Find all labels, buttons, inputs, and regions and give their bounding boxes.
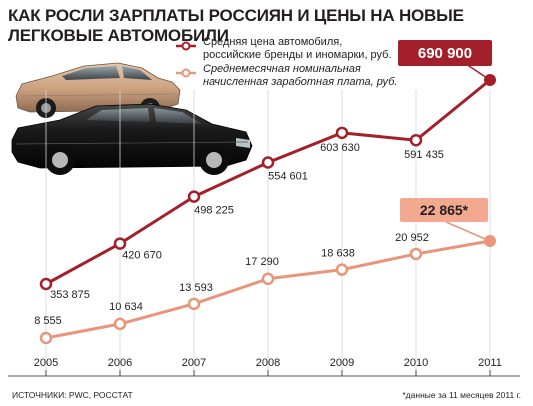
wage-point-2006 <box>113 317 127 331</box>
car-price-data-label-2005: 353 875 <box>50 289 90 301</box>
car-price-point-2007 <box>187 190 201 203</box>
car-price-data-label-2009: 603 630 <box>320 142 360 154</box>
car-price-point-2010 <box>409 133 423 147</box>
legend-wage-label-1: Среднемесячная номинальная <box>203 63 361 75</box>
black-car-illustration <box>11 103 253 175</box>
wage-data-label-2011: 22 865* <box>420 202 469 218</box>
source-note: ИСТОЧНИКИ: PWC, РОССТАТ <box>12 390 133 400</box>
wage-badge-leader <box>445 221 491 242</box>
wage-point-2010 <box>409 247 423 261</box>
car-price-data-label-2007: 498 225 <box>194 205 234 217</box>
car-price-data-label-2011: 690 900 <box>418 45 472 62</box>
footnote: *данные за 11 месяцев 2011 г. <box>402 390 521 400</box>
wage-data-label-2009: 18 638 <box>321 248 355 260</box>
car-price-data-label-2010: 591 435 <box>404 149 444 161</box>
wage-badge-box <box>400 198 488 222</box>
year-label-2008: 2008 <box>256 357 280 369</box>
year-label-2010: 2010 <box>404 357 428 369</box>
wage-point-2005 <box>39 331 53 345</box>
wage-series: 8 555 10 634 13 593 17 290 18 638 20 952 <box>34 232 496 345</box>
car-badge-box <box>398 40 492 66</box>
year-label-2007: 2007 <box>182 357 206 369</box>
legend-car-label-2: российские бренды и иномарки, руб. <box>203 49 392 61</box>
latest-value-badges: 690 900 22 865* <box>398 40 492 242</box>
legend-wage-label-2: начисленная заработная плата, руб. <box>203 76 398 88</box>
beige-car-illustration <box>15 62 181 118</box>
year-label-2005: 2005 <box>34 357 58 369</box>
car-price-data-label-2006: 420 670 <box>122 250 162 262</box>
wage-data-label-2005: 8 555 <box>34 315 62 327</box>
wage-point-2008 <box>261 272 275 286</box>
wage-data-label-2008: 17 290 <box>245 256 279 268</box>
car-price-point-2008 <box>261 156 275 169</box>
wage-point-2007 <box>187 297 201 311</box>
wage-data-label-2010: 20 952 <box>395 232 429 244</box>
car-price-data-label-2008: 554 601 <box>268 171 308 183</box>
wage-data-label-2006: 10 634 <box>109 301 143 313</box>
car-price-point-2009 <box>335 126 349 140</box>
wage-point-2009 <box>335 263 349 276</box>
year-label-2006: 2006 <box>108 357 132 369</box>
x-axis-tick-labels: 2005 2006 2007 2008 2009 2010 2011 <box>34 357 502 369</box>
legend-car-label-1: Средняя цена автомобиля, <box>203 36 342 48</box>
year-label-2011: 2011 <box>478 357 502 369</box>
wage-data-label-2007: 13 593 <box>179 282 213 294</box>
legend-car-swatch-marker <box>181 41 191 51</box>
car-badge-leader <box>465 63 491 81</box>
car-price-point-2006 <box>113 237 127 250</box>
car-price-series: 353 875 420 670 498 225 554 601 603 630 591 4… <box>39 74 496 301</box>
year-label-2009: 2009 <box>330 357 354 369</box>
legend-wage-swatch-marker <box>181 68 191 78</box>
car-price-point-2005 <box>39 277 53 291</box>
legend: Средняя цена автомобиля, российские брен… <box>176 36 398 88</box>
chart-title: КАК РОСЛИ ЗАРПЛАТЫ РОССИЯН И ЦЕНЫ НА НОВ… <box>8 6 464 45</box>
